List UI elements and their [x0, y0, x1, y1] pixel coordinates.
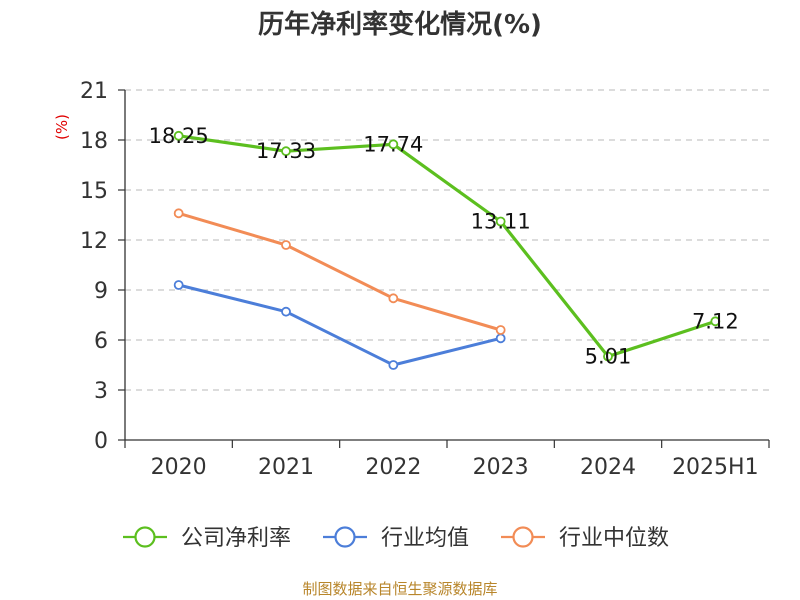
- y-tick-label: 0: [94, 429, 108, 454]
- gridlines: [125, 89, 769, 391]
- data-point: [495, 333, 506, 344]
- data-point: [281, 146, 291, 157]
- data-label: 7.12: [692, 309, 739, 333]
- data-point: [388, 139, 399, 150]
- y-tick-label: 18: [80, 129, 108, 154]
- legend-marker: [512, 526, 534, 548]
- data-label: 13.11: [471, 210, 531, 234]
- data-point: [173, 208, 184, 219]
- chart-title: 历年净利率变化情况(%): [258, 9, 542, 40]
- y-tick-label: 15: [80, 179, 108, 204]
- x-tick-label: 2021: [258, 455, 314, 480]
- x-tick-label: 2023: [473, 455, 529, 480]
- y-tick-label: 21: [80, 79, 108, 104]
- series-line-1: [178, 283, 502, 367]
- series-line-0: [178, 134, 716, 359]
- legend-marker: [134, 526, 156, 548]
- legend: 公司净利率 行业均值 行业中位数: [123, 526, 669, 551]
- legend-item: 行业中位数: [501, 526, 669, 551]
- legend-label: 行业均值: [381, 526, 469, 551]
- y-tick-label: 12: [80, 229, 108, 254]
- series-line-2: [178, 211, 502, 332]
- legend-item: 公司净利率: [123, 526, 291, 551]
- y-tick-label: 3: [94, 379, 108, 404]
- data-point: [388, 293, 399, 304]
- data-point: [603, 351, 613, 362]
- legend-label: 行业中位数: [559, 526, 669, 551]
- data-point: [388, 360, 399, 370]
- data-label: 18.25: [149, 124, 209, 148]
- x-tick-label: 2020: [151, 455, 207, 480]
- data-point: [281, 306, 291, 317]
- data-point: [281, 240, 291, 250]
- y-axis-unit: (%): [53, 114, 71, 140]
- x-tick-label: 2022: [365, 455, 421, 480]
- source-note: 制图数据来自恒生聚源数据库: [302, 580, 497, 598]
- data-point: [495, 325, 506, 335]
- y-tick-label: 9: [94, 279, 108, 304]
- x-tick-label: 2024: [580, 455, 636, 480]
- data-label: 5.01: [585, 345, 632, 369]
- data-point: [173, 280, 184, 290]
- legend-marker: [334, 526, 356, 548]
- data-labels: 18.25 17.33 17.74 13.11 5.01 7.12: [149, 124, 739, 369]
- legend-label: 公司净利率: [181, 526, 291, 551]
- x-tick-label: 2025H1: [672, 455, 759, 480]
- data-point: [710, 316, 721, 327]
- data-point: [173, 130, 184, 141]
- axes: 0 3 6 9 12 15 18 21 2020 2021 2022 2023 2024 2025H1: [80, 79, 770, 480]
- data-label: 17.33: [256, 139, 316, 163]
- y-tick-label: 6: [94, 329, 108, 354]
- data-point: [495, 216, 506, 227]
- legend-item: 行业均值: [323, 526, 469, 551]
- series-lines: [173, 130, 721, 370]
- data-label: 17.74: [363, 132, 423, 156]
